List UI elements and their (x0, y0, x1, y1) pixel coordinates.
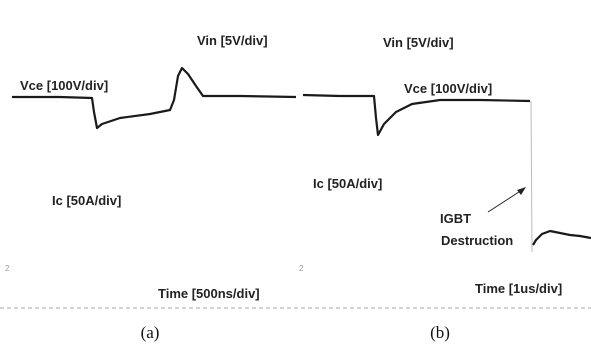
time-label: Time [1us/div] (475, 281, 562, 296)
vce-waveform (12, 68, 296, 128)
caption: (b) (430, 323, 450, 342)
arrow (488, 190, 522, 212)
collapse-edge (531, 101, 532, 252)
vce-label: Vce [100V/div] (20, 78, 108, 93)
vce-label: Vce [100V/div] (404, 81, 492, 96)
annotation-line: Destruction (441, 233, 513, 248)
ic-label: Ic [50A/div] (313, 176, 382, 191)
channel-marker: 2 (299, 264, 304, 273)
arrow-head (517, 187, 526, 195)
ic-waveform (533, 231, 591, 245)
figure: Vin [5V/div] Vce [100V/div] Ic [50A/div]… (0, 0, 591, 346)
channel-marker: 2 (5, 264, 10, 273)
vin-label: Vin [5V/div] (197, 33, 268, 48)
vce-waveform (303, 95, 530, 135)
ic-label: Ic [50A/div] (52, 193, 121, 208)
vin-label: Vin [5V/div] (383, 35, 454, 50)
annotation-line: IGBT (440, 211, 471, 226)
caption: (a) (141, 323, 160, 342)
time-label: Time [500ns/div] (158, 286, 260, 301)
